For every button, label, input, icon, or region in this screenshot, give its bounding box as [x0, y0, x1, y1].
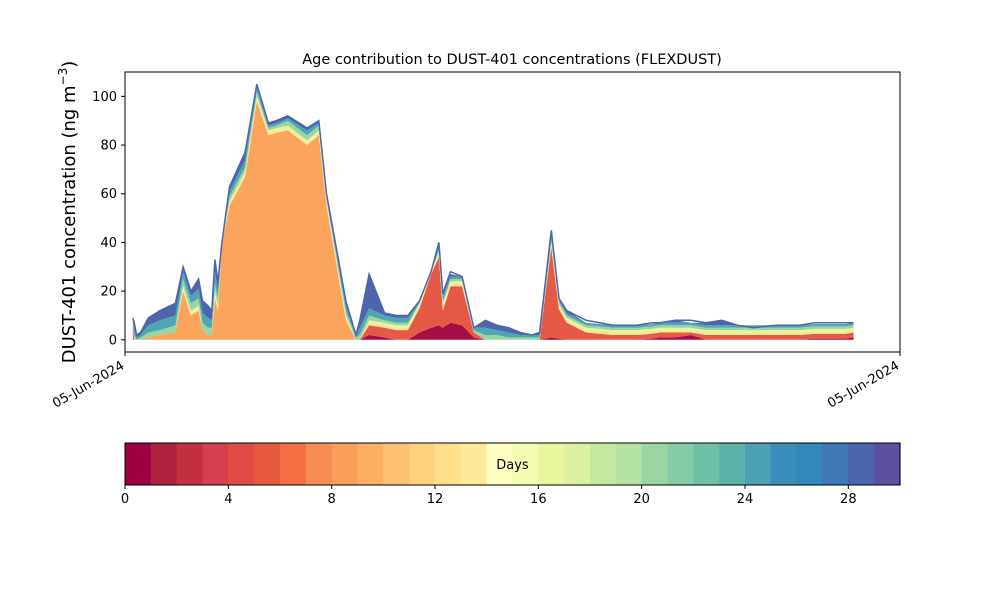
colorbar-tick-label-28: 28 [840, 492, 857, 507]
y-axis-label-main: DUST-401 concentration (ng m [59, 85, 80, 363]
colorbar-segment-12 [435, 443, 462, 485]
colorbar-segment-22 [693, 443, 720, 485]
colorbar-segment-2 [176, 443, 204, 485]
colorbar-segment-27 [822, 443, 849, 485]
colorbar-segment-14 [486, 443, 514, 485]
y-tick-label-60: 60 [100, 187, 117, 202]
y-tick-label-0: 0 [109, 333, 117, 348]
colorbar-segment-10 [383, 443, 410, 485]
colorbar-segment-6 [280, 443, 307, 485]
area-band-3 [132, 101, 854, 340]
colorbar: 0 4 8 12 16 20 24 28 Days [121, 442, 901, 507]
colorbar-segment-28 [848, 443, 875, 485]
colorbar-segment-21 [667, 443, 694, 485]
y-axis-label: DUST-401 concentration (ng m−3) [56, 61, 80, 364]
chart-title: Age contribution to DUST-401 concentrati… [302, 52, 722, 68]
colorbar-segment-9 [357, 443, 384, 485]
colorbar-segment-13 [460, 443, 488, 485]
colorbar-segment-8 [331, 443, 359, 485]
colorbar-segment-17 [564, 443, 591, 485]
colorbar-tick-label-8: 8 [328, 492, 336, 507]
colorbar-tick-label-4: 4 [224, 492, 232, 507]
colorbar-segment-18 [590, 443, 617, 485]
colorbar-frame [124, 442, 901, 486]
plot-area [132, 83, 854, 340]
y-tick-label-20: 20 [100, 285, 117, 300]
total-line [132, 83, 854, 338]
colorbar-segment-24 [745, 443, 772, 485]
colorbar-segment-23 [719, 443, 746, 485]
colorbar-tick-label-24: 24 [737, 492, 754, 507]
colorbar-segment-11 [409, 443, 436, 485]
colorbar-segment-26 [796, 443, 824, 485]
colorbar-segment-20 [641, 443, 669, 485]
colorbar-segment-16 [538, 443, 565, 485]
colorbar-segment-3 [202, 443, 229, 485]
y-tick-label-40: 40 [100, 236, 117, 251]
colorbar-segment-5 [254, 443, 281, 485]
colorbar-tick-label-12: 12 [427, 492, 444, 507]
colorbar-segment-7 [305, 443, 333, 485]
colorbar-segment-25 [770, 443, 798, 485]
colorbar-segment-1 [150, 443, 178, 485]
area-band-8 [132, 84, 854, 338]
y-tick-label-100: 100 [92, 90, 117, 105]
y-axis-label-close: ) [59, 61, 80, 68]
colorbar-tick-label-20: 20 [633, 492, 650, 507]
colorbar-segment-4 [228, 443, 255, 485]
y-axis-label-exponent: −3 [56, 68, 70, 86]
plot-frame [124, 71, 901, 353]
colorbar-segment-15 [512, 443, 539, 485]
colorbar-segment-0 [125, 443, 152, 485]
colorbar-label: Days [496, 458, 529, 473]
colorbar-tick-label-0: 0 [121, 492, 129, 507]
y-tick-label-80: 80 [100, 139, 117, 154]
colorbar-segment-19 [615, 443, 643, 485]
y-axis: 0 20 40 60 80 100 [92, 90, 125, 348]
colorbar-segment-29 [874, 443, 901, 485]
colorbar-tick-label-16: 16 [530, 492, 547, 507]
